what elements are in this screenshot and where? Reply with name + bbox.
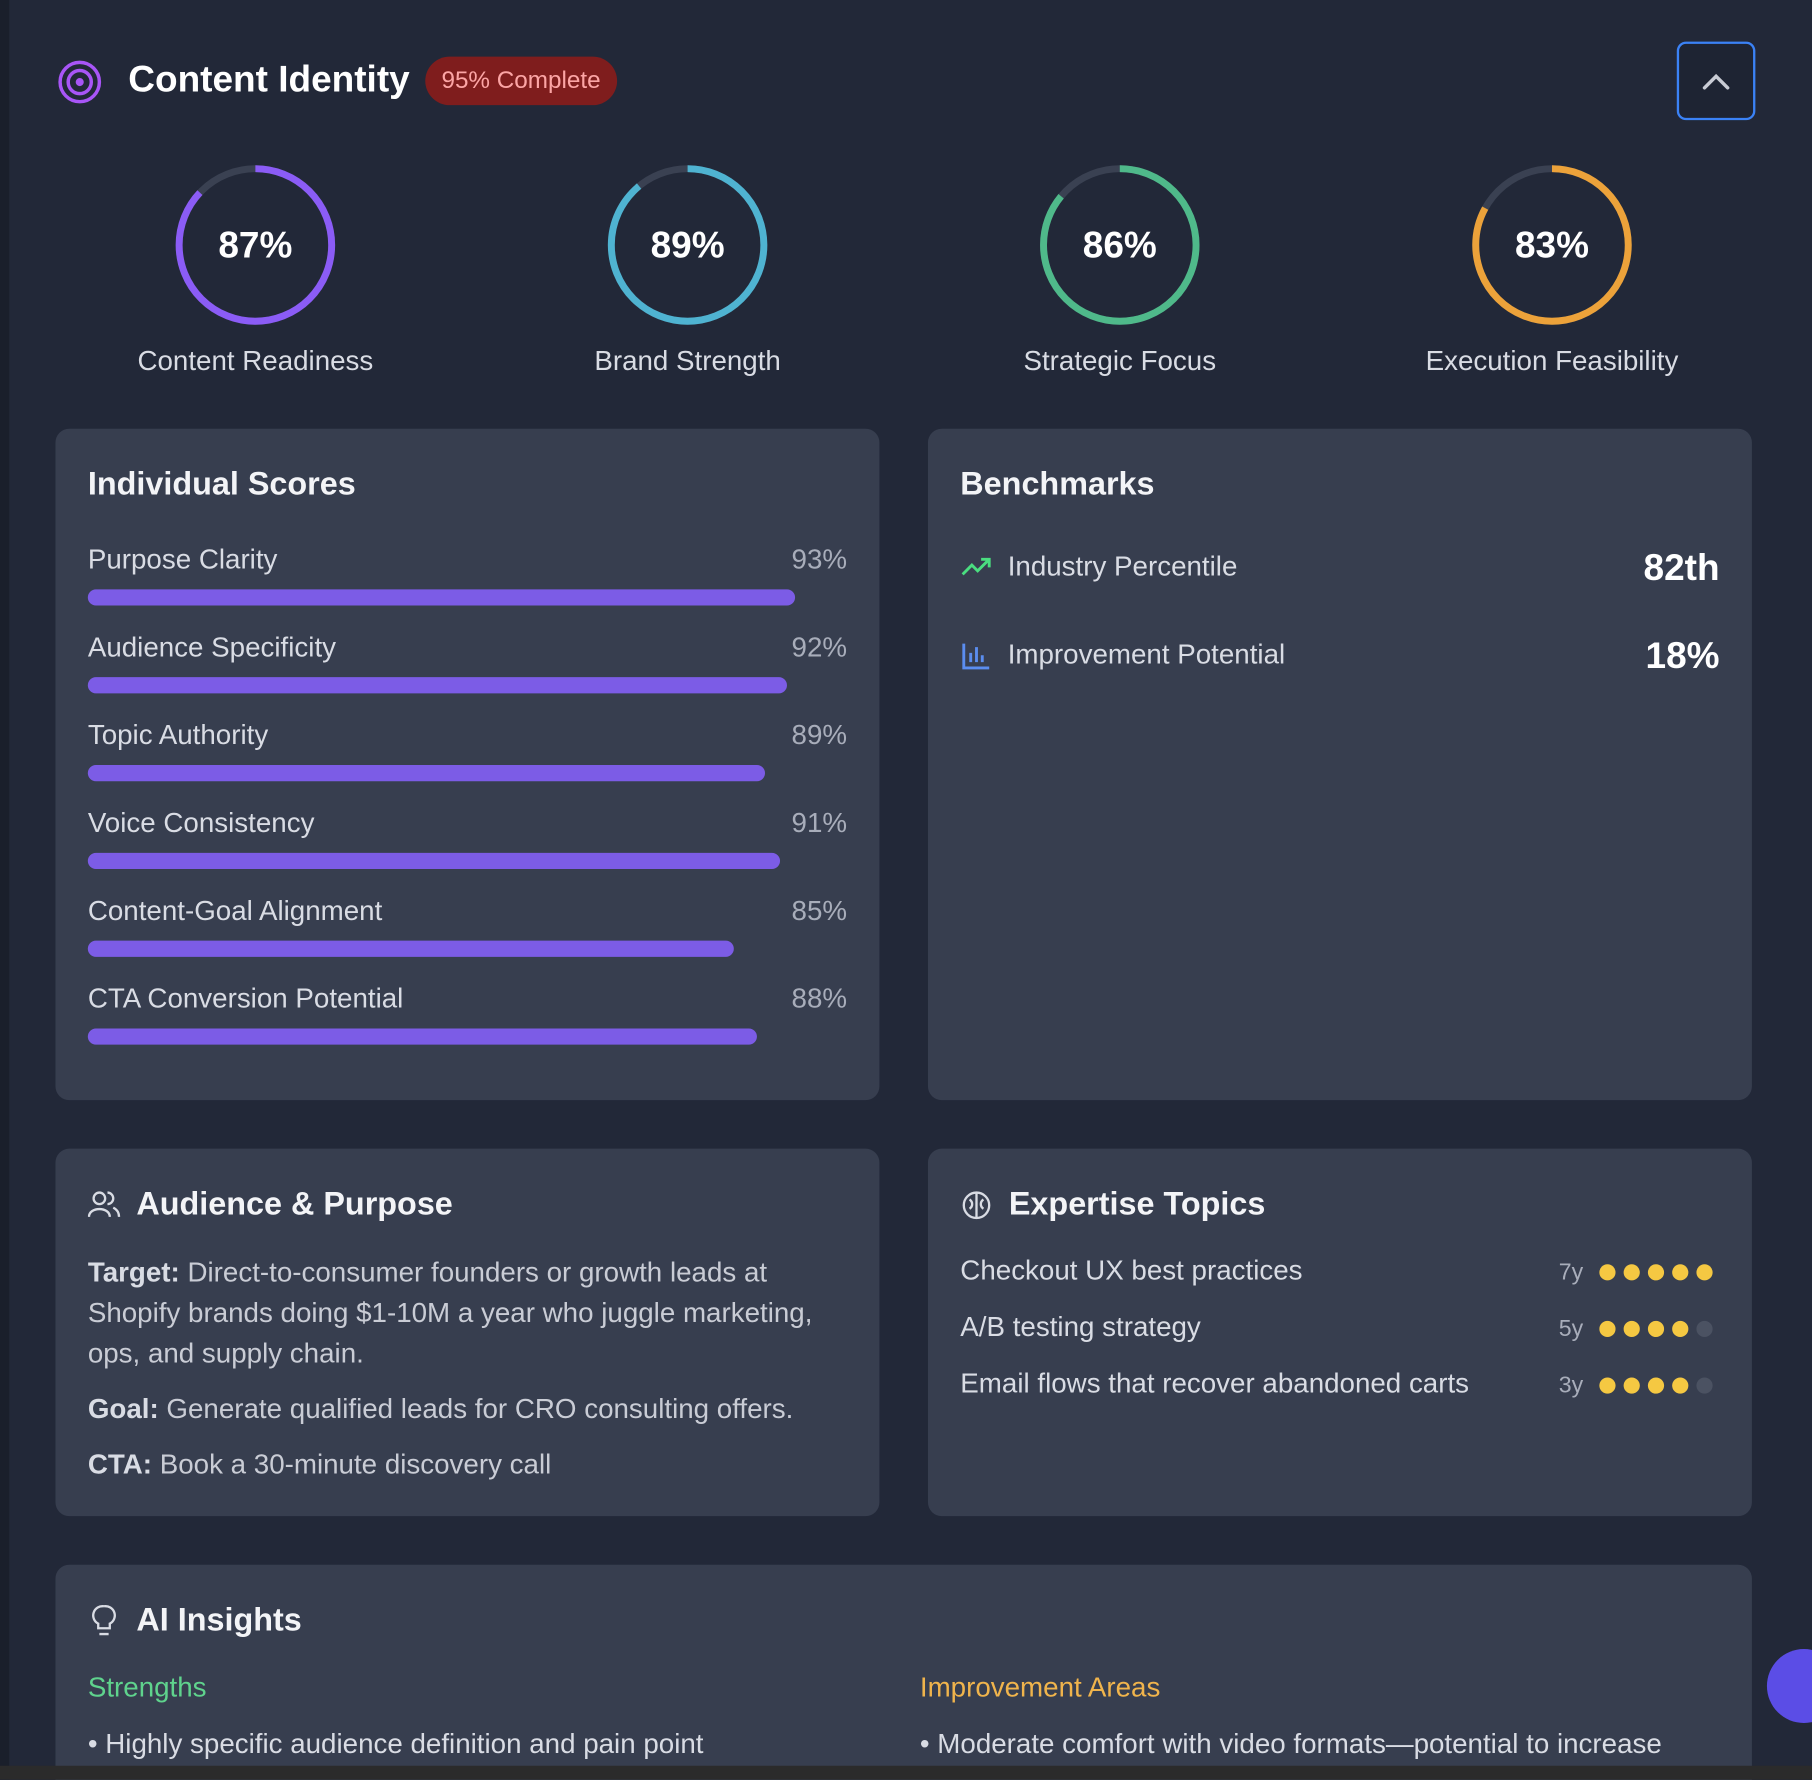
score-value: 85% xyxy=(791,895,848,927)
rating-dot xyxy=(1623,1377,1640,1394)
benchmarks-card: Benchmarks Industry Percentile 82th Improv… xyxy=(927,428,1752,1101)
rating-dot xyxy=(1599,1377,1616,1394)
ring-arc xyxy=(607,165,768,325)
audience-label: CTA: xyxy=(87,1449,153,1481)
score-value: 89% xyxy=(791,719,848,752)
ring-label: Execution Feasibility xyxy=(1426,345,1679,376)
topic-rating xyxy=(1599,1377,1713,1394)
ring-value: 89% xyxy=(651,225,725,266)
insight-text: Moderate comfort with video formats—pote… xyxy=(937,1728,1662,1760)
ring-value: 87% xyxy=(218,225,292,266)
score-name: Voice Consistency xyxy=(87,807,315,839)
rating-dot xyxy=(1647,1377,1665,1394)
rating-dot xyxy=(1599,1264,1616,1281)
rating-dot xyxy=(1696,1264,1713,1281)
score-name: Topic Authority xyxy=(87,719,269,752)
insight-item: • Highly specific audience definition an… xyxy=(87,1728,704,1760)
rating-dot xyxy=(1696,1320,1713,1338)
insight-item: • Moderate comfort with video formats—po… xyxy=(919,1728,1662,1760)
ring-label: Strategic Focus xyxy=(1023,345,1216,376)
score-bar xyxy=(87,852,780,870)
audience-label: Target: xyxy=(87,1257,180,1289)
score-value: 93% xyxy=(791,544,848,576)
score-value: 91% xyxy=(791,807,848,839)
trend-icon xyxy=(961,557,991,576)
audience-item: Target: Direct-to-consumer founders or g… xyxy=(88,1253,862,1374)
ring-arc xyxy=(1472,165,1632,325)
topic-name: A/B testing strategy xyxy=(960,1311,1201,1343)
audience-item: Goal: Generate qualified leads for CRO c… xyxy=(88,1389,862,1429)
card-title: Audience & Purpose xyxy=(136,1185,453,1222)
audience-text: Book a 30-minute discovery call xyxy=(159,1449,552,1481)
card-title: Expertise Topics xyxy=(1008,1185,1266,1222)
card-title: Individual Scores xyxy=(87,465,356,502)
ring-label: Brand Strength xyxy=(594,345,780,376)
audience-text: Direct-to-consumer founders or growth le… xyxy=(87,1257,813,1370)
score-name: Content-Goal Alignment xyxy=(87,895,383,927)
score-bar xyxy=(87,677,788,694)
score-value: 88% xyxy=(791,983,848,1015)
benchmark-value: 82th xyxy=(1643,546,1720,589)
rating-dot xyxy=(1623,1320,1640,1338)
score-bar xyxy=(87,589,795,606)
target-icon xyxy=(58,60,102,104)
score-name: CTA Conversion Potential xyxy=(87,983,404,1015)
benchmark-value: 18% xyxy=(1645,634,1720,677)
topic-name: Checkout UX best practices xyxy=(960,1254,1303,1287)
topic-name: Email flows that recover abandoned carts xyxy=(960,1368,1470,1400)
expertise-card: Expertise Topics Checkout UX best practi… xyxy=(927,1148,1752,1517)
audience-card: Audience & Purpose Target: Direct-to-con… xyxy=(55,1148,880,1517)
audience-label: Goal: xyxy=(87,1393,159,1425)
bottom-bar xyxy=(0,1765,1812,1780)
score-value: 92% xyxy=(791,632,848,664)
score-name: Audience Specificity xyxy=(87,632,337,664)
insights-card: AI Insights Strengths Improvement Areas … xyxy=(55,1564,1752,1780)
rating-dot xyxy=(1599,1320,1616,1338)
collapse-button[interactable] xyxy=(1676,41,1756,121)
brain-icon xyxy=(962,1191,991,1220)
topic-rating xyxy=(1599,1264,1713,1281)
topic-years: 3y xyxy=(1558,1372,1584,1399)
card-title: Benchmarks xyxy=(960,465,1155,502)
score-bar xyxy=(87,1028,757,1045)
ring-value: 86% xyxy=(1083,225,1157,266)
audience-text: Generate qualified leads for CRO consult… xyxy=(166,1393,794,1425)
chat-button[interactable] xyxy=(1766,1649,1812,1724)
rating-dot xyxy=(1623,1264,1640,1281)
rating-dot xyxy=(1696,1377,1713,1394)
topic-years: 5y xyxy=(1558,1316,1584,1342)
ring-arc xyxy=(175,165,336,325)
card-title: AI Insights xyxy=(136,1601,302,1638)
benchmark-name: Industry Percentile xyxy=(1007,551,1238,583)
insight-text: Highly specific audience definition and … xyxy=(105,1728,704,1760)
ring-value: 83% xyxy=(1515,225,1589,266)
rating-dot xyxy=(1672,1320,1689,1338)
rating-dot xyxy=(1672,1377,1689,1394)
strengths-title: Strengths xyxy=(87,1672,207,1704)
ring-label: Content Readiness xyxy=(138,345,374,376)
audience-item: CTA: Book a 30-minute discovery call xyxy=(88,1445,862,1485)
benchmark-name: Improvement Potential xyxy=(1007,639,1286,671)
title: Content Identity xyxy=(128,57,410,100)
rings: 87% Content Readiness 89% Brand Strength 86%… xyxy=(138,165,1679,376)
users-icon xyxy=(87,1191,121,1218)
rating-dot xyxy=(1647,1320,1665,1338)
edge xyxy=(0,0,10,1780)
badge: 95% Complete xyxy=(425,56,617,106)
topic-rating xyxy=(1599,1320,1713,1338)
scores-card: Individual Scores Purpose Clarity 93% Audi… xyxy=(55,428,880,1101)
bulb-icon xyxy=(92,1605,116,1636)
rating-dot xyxy=(1647,1264,1665,1281)
score-name: Purpose Clarity xyxy=(87,544,278,576)
rating-dot xyxy=(1672,1264,1689,1281)
chart-icon xyxy=(962,643,990,670)
improvements-title: Improvement Areas xyxy=(919,1672,1161,1704)
score-bar xyxy=(87,765,765,782)
topic-years: 7y xyxy=(1558,1259,1584,1286)
score-bar xyxy=(87,940,735,957)
